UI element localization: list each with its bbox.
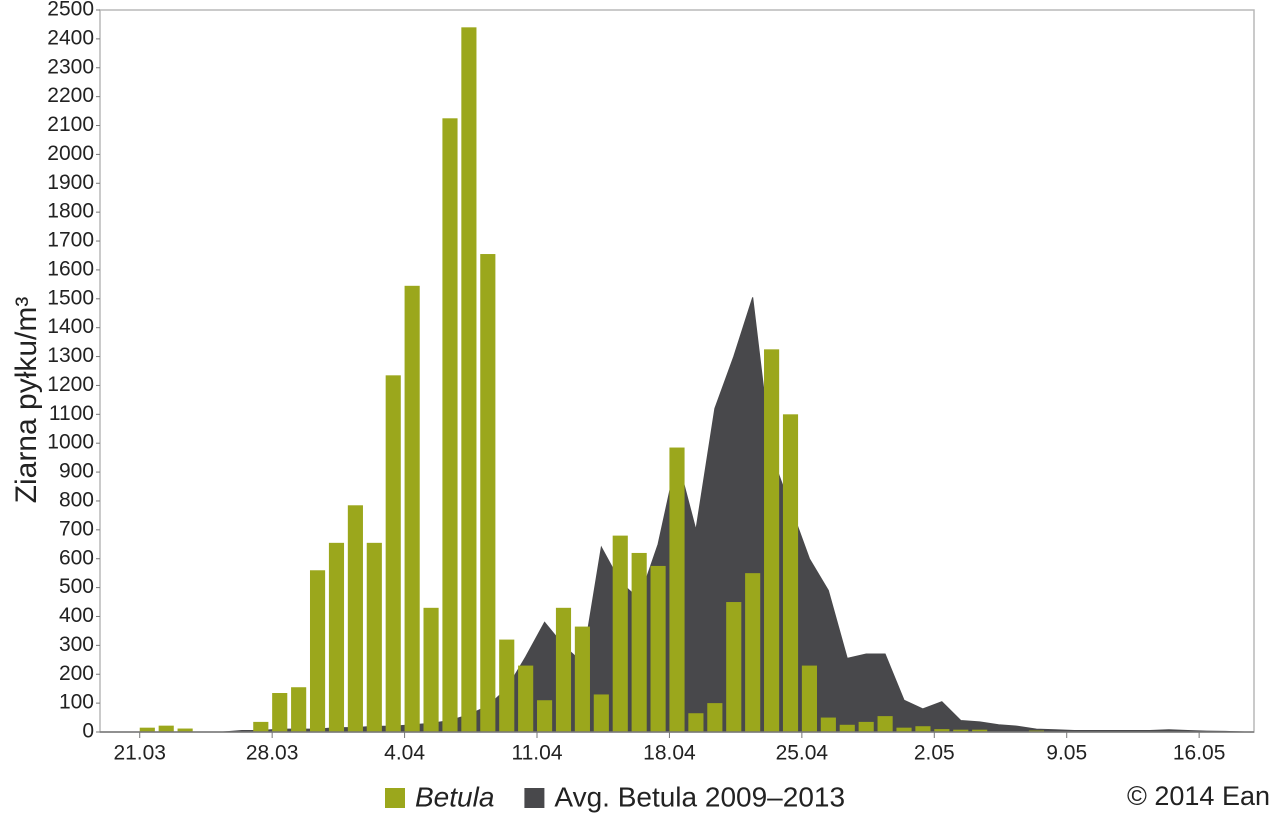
y-tick-label: 600 bbox=[59, 546, 94, 569]
bar bbox=[669, 447, 685, 732]
bar bbox=[555, 607, 572, 732]
legend-label: Betula bbox=[415, 781, 494, 812]
y-tick-label: 1200 bbox=[47, 373, 94, 396]
y-tick-label: 300 bbox=[59, 633, 94, 656]
y-tick-label: 900 bbox=[59, 460, 94, 483]
x-tick-label: 21.03 bbox=[113, 742, 166, 765]
x-tick-label: 4.04 bbox=[384, 742, 425, 765]
bar bbox=[726, 602, 742, 732]
bar bbox=[612, 535, 628, 732]
bar bbox=[877, 716, 893, 732]
bar bbox=[366, 542, 382, 732]
bar bbox=[934, 729, 950, 732]
bar bbox=[253, 721, 269, 732]
y-tick-label: 1100 bbox=[49, 402, 94, 425]
y-tick-label: 400 bbox=[59, 604, 94, 627]
y-tick-label: 2400 bbox=[47, 26, 94, 49]
legend-label: Avg. Betula 2009–2013 bbox=[554, 781, 845, 812]
y-axis-label: Ziarna pyłku/m³ bbox=[10, 297, 43, 504]
bar bbox=[480, 254, 496, 732]
bar bbox=[820, 717, 836, 732]
y-tick-label: 2000 bbox=[47, 142, 94, 165]
bar bbox=[272, 693, 288, 732]
bar bbox=[139, 727, 155, 732]
bar bbox=[537, 700, 553, 732]
x-tick-label: 18.04 bbox=[643, 742, 696, 765]
y-tick-label: 1600 bbox=[47, 257, 94, 280]
y-tick-label: 1400 bbox=[47, 315, 94, 338]
bar bbox=[593, 694, 609, 732]
x-tick-label: 16.05 bbox=[1173, 742, 1226, 765]
bar bbox=[574, 626, 590, 732]
bar bbox=[801, 665, 817, 732]
bar bbox=[461, 27, 477, 732]
y-tick-label: 700 bbox=[59, 517, 94, 540]
bar bbox=[764, 349, 780, 732]
bar bbox=[177, 728, 193, 732]
bar bbox=[953, 729, 969, 732]
legend-swatch bbox=[385, 788, 405, 808]
y-tick-label: 500 bbox=[59, 575, 94, 598]
bar bbox=[745, 573, 761, 732]
bar bbox=[291, 687, 307, 732]
x-tick-label: 9.05 bbox=[1046, 742, 1087, 765]
bar bbox=[839, 724, 855, 732]
bar bbox=[650, 565, 666, 732]
y-tick-label: 1800 bbox=[47, 200, 94, 223]
y-tick-label: 1000 bbox=[47, 431, 94, 454]
y-tick-label: 2500 bbox=[47, 0, 94, 21]
x-tick-label: 25.04 bbox=[776, 742, 829, 765]
bar bbox=[309, 570, 326, 732]
legend-swatch bbox=[524, 788, 545, 808]
bar bbox=[858, 721, 874, 732]
y-tick-label: 800 bbox=[59, 489, 94, 512]
x-tick-label: 28.03 bbox=[246, 742, 299, 765]
bar bbox=[385, 375, 401, 732]
bar bbox=[782, 414, 799, 732]
bar bbox=[347, 505, 363, 732]
bar bbox=[915, 726, 931, 732]
bar bbox=[518, 665, 534, 732]
bar bbox=[423, 607, 439, 732]
copyright: © 2014 Ean bbox=[1127, 781, 1270, 811]
bar bbox=[896, 727, 912, 732]
y-tick-label: 1900 bbox=[47, 171, 94, 194]
y-tick-label: 100 bbox=[59, 691, 94, 714]
bar bbox=[158, 725, 174, 732]
y-tick-label: 1300 bbox=[47, 344, 94, 367]
bar bbox=[404, 285, 420, 732]
bar bbox=[442, 118, 458, 733]
bar bbox=[328, 542, 345, 732]
x-tick-label: 11.04 bbox=[512, 742, 563, 765]
bar bbox=[631, 552, 647, 732]
y-tick-label: 1500 bbox=[47, 286, 94, 309]
bar bbox=[499, 639, 515, 732]
bar bbox=[688, 713, 704, 732]
y-tick-label: 2300 bbox=[47, 55, 94, 78]
x-tick-label: 2.05 bbox=[914, 742, 955, 765]
y-tick-label: 200 bbox=[59, 662, 94, 685]
y-tick-label: 0 bbox=[82, 720, 94, 743]
y-tick-label: 2200 bbox=[47, 84, 94, 107]
bar bbox=[707, 703, 723, 732]
bar bbox=[972, 729, 988, 732]
y-tick-label: 1700 bbox=[47, 229, 94, 252]
y-tick-label: 2100 bbox=[47, 113, 94, 136]
